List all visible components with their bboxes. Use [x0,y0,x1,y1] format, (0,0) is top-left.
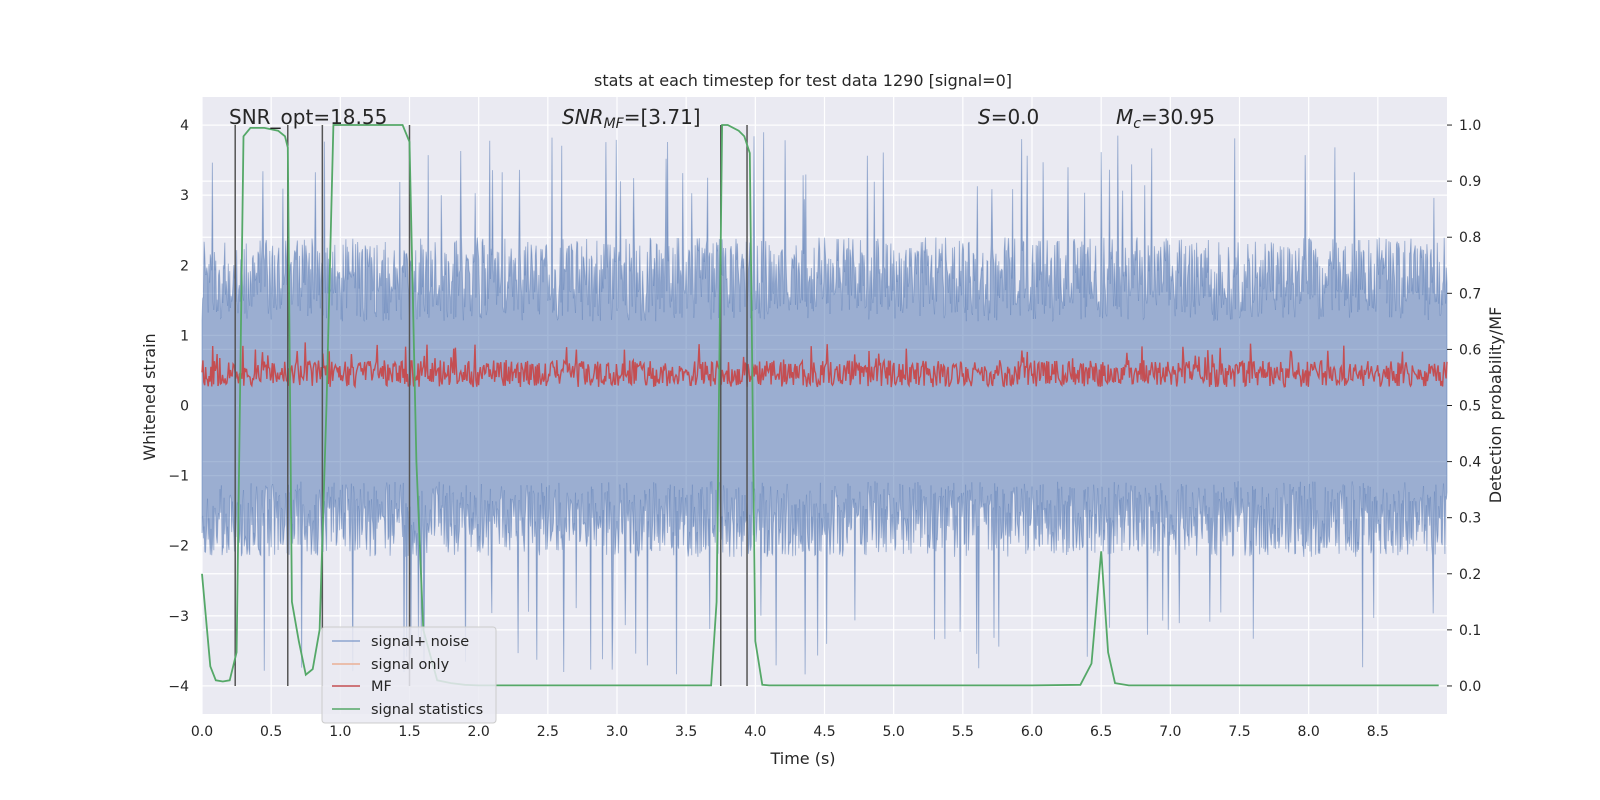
y-left-tick-label: 1 [180,328,189,344]
y-axis-right-label: Detection probability/MF [1486,307,1505,504]
x-tick-label: 5.5 [952,724,974,740]
legend-label-signal-statistics: signal statistics [371,702,483,718]
y-right-tick-label: 0.2 [1459,567,1481,583]
x-tick-label: 8.5 [1367,724,1389,740]
x-tick-label: 0.0 [191,724,213,740]
legend: signal+ noise signal only MF signal stat… [321,626,497,724]
y-left-tick-label: −1 [168,469,189,485]
legend-label-mf: MF [371,679,392,695]
y-right-tick-label: 0.4 [1459,455,1481,471]
y-axis-left-ticks: 4 3 2 1 0 −1 −2 −3 −4 [168,118,189,695]
signal-noise-series [201,132,1448,675]
y-axis-right-ticks: 1.0 0.9 0.8 0.7 0.6 0.5 0.4 0.3 0.2 0.1 0.0 [1447,118,1481,695]
x-axis-ticks: 0.0 0.5 1.0 1.5 2.0 2.5 3.0 3.5 4.0 4.5 5.0 5.5 6.0 6… [191,724,1389,740]
y-left-tick-label: −3 [168,609,189,625]
y-right-tick-label: 0.8 [1459,230,1481,246]
annotation-snr-opt: SNR_opt=18.55 [229,105,387,129]
y-left-tick-label: 0 [180,399,189,415]
x-tick-label: 7.0 [1159,724,1181,740]
y-right-tick-label: 0.1 [1459,623,1481,639]
signal-noise-band [201,132,1448,675]
y-right-tick-label: 0.9 [1459,174,1481,190]
y-right-tick-label: 0.3 [1459,511,1481,527]
y-left-tick-label: 2 [180,258,189,274]
x-tick-label: 4.5 [813,724,835,740]
x-tick-label: 0.5 [260,724,282,740]
y-left-tick-label: 3 [180,188,189,204]
x-tick-label: 4.0 [744,724,766,740]
y-left-tick-label: 4 [180,118,189,134]
y-right-tick-label: 0.6 [1459,342,1481,358]
x-tick-label: 6.5 [1090,724,1112,740]
x-axis-label: Time (s) [769,749,835,768]
y-left-tick-label: −4 [168,679,189,695]
annotation-snr-mf: SNRMF=[3.71] [562,105,701,132]
annotation-mc: Mc=30.95 [1116,105,1215,132]
x-tick-label: 1.5 [398,724,420,740]
legend-label-signal-noise: signal+ noise [371,634,469,650]
y-axis-left-label: Whitened strain [140,333,159,460]
chart-title: stats at each timestep for test data 129… [594,71,1012,90]
y-right-tick-label: 1.0 [1459,118,1481,134]
y-right-tick-label: 0.0 [1459,679,1481,695]
x-tick-label: 5.0 [883,724,905,740]
x-tick-label: 8.0 [1298,724,1320,740]
y-left-tick-label: −2 [168,539,189,555]
x-tick-label: 3.0 [606,724,628,740]
x-tick-label: 7.5 [1228,724,1250,740]
legend-label-signal-only: signal only [371,657,450,673]
legend-frame [321,626,497,724]
x-tick-label: 6.0 [1021,724,1043,740]
annotation-s: S=0.0 [978,105,1039,129]
x-tick-label: 2.5 [537,724,559,740]
y-right-tick-label: 0.7 [1459,286,1481,302]
x-tick-label: 1.0 [329,724,351,740]
x-tick-label: 2.0 [468,724,490,740]
y-right-tick-label: 0.5 [1459,399,1481,415]
x-tick-label: 3.5 [675,724,697,740]
